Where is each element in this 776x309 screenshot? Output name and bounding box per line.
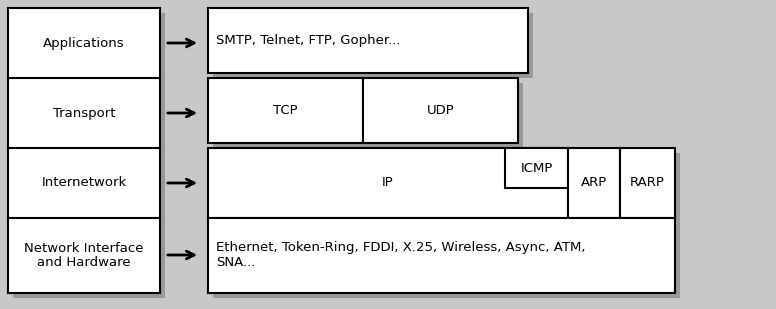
Text: IP: IP [382,176,394,189]
Text: Ethernet, Token-Ring, FDDI, X.25, Wireless, Async, ATM,
SNA...: Ethernet, Token-Ring, FDDI, X.25, Wirele… [216,242,586,269]
Bar [213,13,533,78]
Bar [208,78,363,143]
Text: Internetwork: Internetwork [41,176,126,189]
Bar [208,8,528,73]
Text: RARP: RARP [630,176,665,189]
Text: TCP: TCP [273,104,298,117]
Bar [568,148,620,218]
Bar [213,223,680,298]
Bar [208,148,568,218]
Text: SMTP, Telnet, FTP, Gopher...: SMTP, Telnet, FTP, Gopher... [216,34,400,47]
Text: Network Interface
and Hardware: Network Interface and Hardware [24,242,144,269]
Bar [13,13,165,298]
Bar [208,218,675,293]
Bar [625,153,680,223]
Text: ICMP: ICMP [521,162,553,175]
Bar [8,8,160,293]
Text: ARP: ARP [581,176,607,189]
Bar [368,83,523,148]
Bar [363,78,518,143]
Bar [505,148,568,188]
Bar [213,83,368,148]
Text: Applications: Applications [43,36,125,49]
Text: UDP: UDP [427,104,455,117]
Bar [620,148,675,218]
Text: Transport: Transport [53,107,116,120]
